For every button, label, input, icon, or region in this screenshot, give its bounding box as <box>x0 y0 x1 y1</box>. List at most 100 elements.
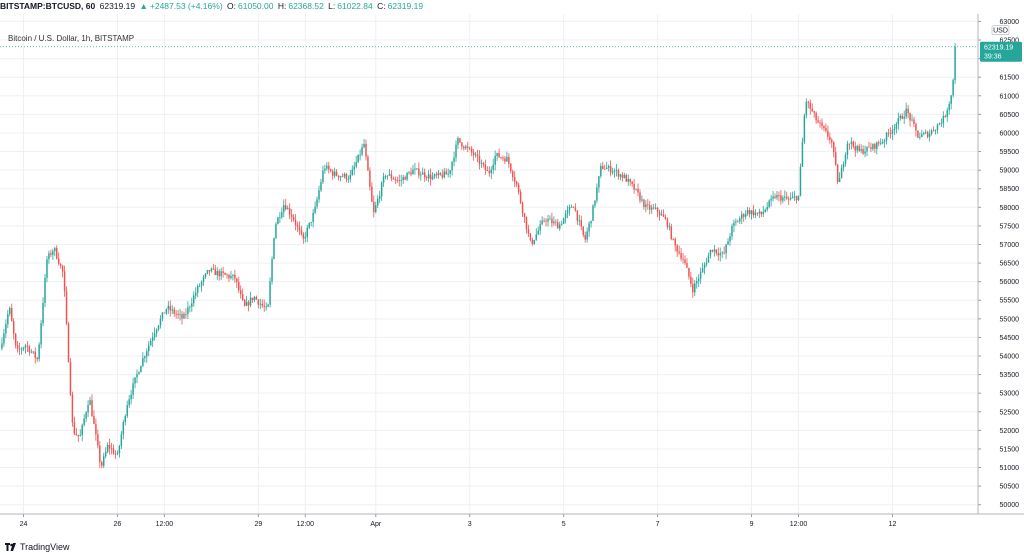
high-value: 62368.52 <box>288 1 324 11</box>
candle-body <box>378 196 381 199</box>
tradingview-logo-icon[interactable] <box>4 541 18 553</box>
candle-body <box>564 213 567 219</box>
candle-body <box>766 206 768 210</box>
bar-countdown: 39:36 <box>984 54 1002 61</box>
candle-body <box>586 231 588 240</box>
candle-body <box>189 306 191 308</box>
candle-body <box>948 103 950 111</box>
candle-body <box>124 416 127 423</box>
candle-body <box>445 171 447 175</box>
candle-body <box>375 205 377 213</box>
candle-body <box>639 192 641 201</box>
candle-body <box>715 249 718 254</box>
candle-body <box>515 181 518 185</box>
tradingview-brand[interactable]: TradingView <box>20 542 70 552</box>
low-label: L: <box>328 1 336 11</box>
candle-body <box>102 456 105 466</box>
candle-body <box>196 285 199 293</box>
candle-body <box>842 163 845 168</box>
candle-body <box>582 226 584 236</box>
y-tick-label: 59500 <box>1000 149 1020 156</box>
candle-body <box>470 148 473 153</box>
candlestick-chart[interactable]: 50000 50500 51000 51500 52000 52500 53000 53500… <box>0 14 1024 539</box>
candle-body <box>402 177 404 180</box>
candle-body <box>692 283 694 293</box>
candle-body <box>384 176 387 177</box>
candle-body <box>649 205 651 210</box>
candle-body <box>643 199 645 207</box>
low-value: 61022.84 <box>337 1 373 11</box>
candle-body <box>625 175 628 182</box>
candle-body <box>461 142 463 147</box>
candle-body <box>913 119 915 125</box>
candle-body <box>553 221 555 224</box>
y-tick-label: 51500 <box>1000 446 1020 453</box>
y-tick-label: 58500 <box>1000 186 1020 193</box>
candle-body <box>488 171 491 174</box>
candle-body <box>210 268 213 272</box>
candle-body <box>930 130 933 134</box>
candles <box>1 43 956 469</box>
candle-body <box>735 221 737 223</box>
candle-body <box>52 251 54 255</box>
y-tick-label: 57000 <box>1000 242 1020 249</box>
candle-body <box>932 130 935 132</box>
candle-body <box>611 171 614 173</box>
candle-body <box>533 239 536 244</box>
candle-body <box>940 123 943 125</box>
candle-body <box>899 115 902 119</box>
candle-body <box>255 296 258 300</box>
candle-body <box>572 206 575 208</box>
candle-body <box>1 343 3 349</box>
candle-body <box>662 214 665 217</box>
candle-body <box>191 303 193 307</box>
candle-body <box>490 169 492 174</box>
candle-body <box>768 200 770 207</box>
candle-body <box>836 164 839 182</box>
candle-body <box>392 178 395 180</box>
candle-body <box>48 253 50 260</box>
candle-body <box>742 214 745 217</box>
candle-body <box>921 134 923 137</box>
candle-body <box>944 116 947 117</box>
candle-body <box>183 314 185 319</box>
candle-body <box>249 297 252 306</box>
y-tick-label: 54000 <box>1000 354 1020 361</box>
x-tick-label: 7 <box>656 521 660 528</box>
candle-body <box>335 171 338 176</box>
candle-body <box>598 176 600 188</box>
candle-body <box>641 199 643 201</box>
candle-body <box>396 180 399 181</box>
candle-body <box>547 219 549 222</box>
candle-body <box>18 348 21 350</box>
candle-body <box>909 113 911 121</box>
chart-area[interactable]: 50000 50500 51000 51500 52000 52500 53000 53500… <box>0 14 1024 539</box>
candle-body <box>754 212 757 216</box>
candle-body <box>694 283 696 293</box>
candle-body <box>59 264 62 266</box>
candle-body <box>361 147 363 155</box>
grid <box>0 14 977 514</box>
candle-body <box>324 168 326 171</box>
candle-body <box>120 434 123 446</box>
candle-body <box>347 179 350 181</box>
x-tick-label: 12:00 <box>297 521 315 528</box>
candle-body <box>146 351 148 357</box>
candle-body <box>234 274 236 279</box>
candle-body <box>28 346 31 353</box>
candle-body <box>87 405 89 413</box>
candle-body <box>558 224 561 229</box>
candle-body <box>239 290 242 295</box>
candle-body <box>478 156 481 164</box>
candle-body <box>656 207 659 212</box>
candle-body <box>784 196 786 198</box>
currency-tag-box[interactable] <box>991 25 1010 36</box>
candle-body <box>228 275 230 279</box>
candle-body <box>946 110 949 117</box>
candle-body <box>165 309 168 314</box>
candle-body <box>862 149 864 154</box>
candle-body <box>73 422 76 434</box>
candle-body <box>316 199 318 207</box>
candle-body <box>697 278 700 282</box>
candle-body <box>733 222 735 226</box>
